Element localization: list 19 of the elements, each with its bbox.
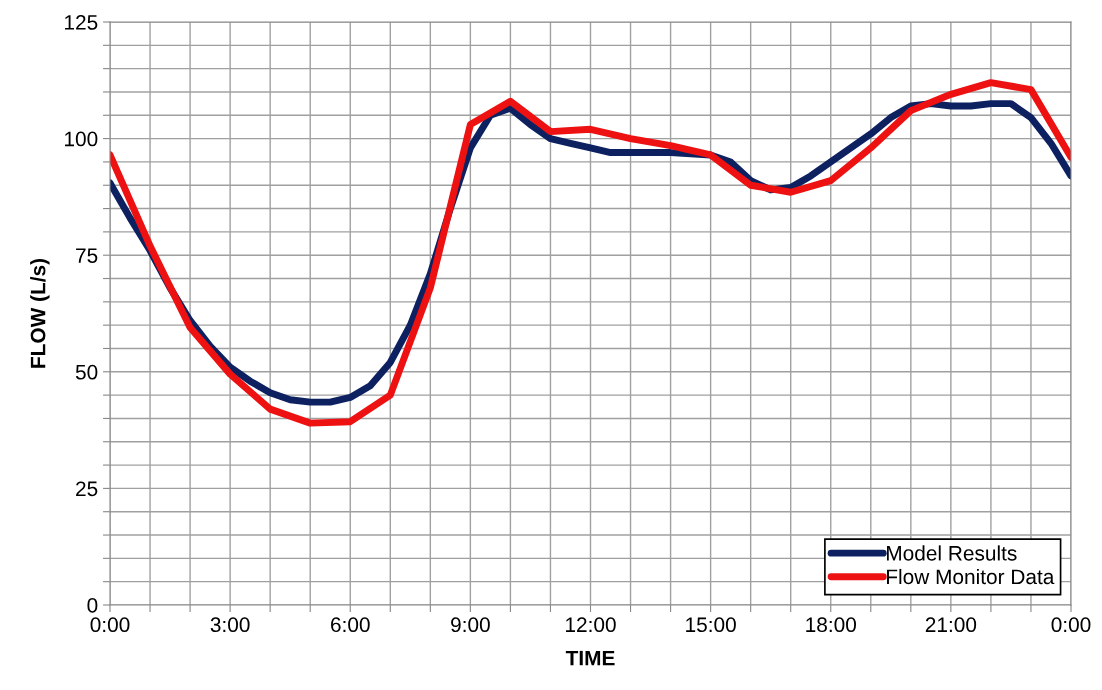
x-tick-label: 0:00 (90, 617, 130, 633)
x-tick-label: 12:00 (566, 617, 616, 633)
x-tick-label: 0:00 (1051, 617, 1091, 633)
y-tick-label: 50 (75, 364, 98, 380)
legend-label: Flow Monitor Data (887, 568, 1055, 585)
y-tick-label: 75 (76, 248, 98, 263)
y-tick-label: 100 (65, 131, 98, 147)
y-tick-label: 25 (76, 481, 98, 497)
y-axis-title: FLOW (L/s) (30, 258, 50, 368)
x-tick-label: 9:00 (451, 617, 490, 633)
x-tick-label: 18:00 (806, 617, 856, 633)
x-tick-label: 21:00 (925, 617, 977, 633)
y-tick-label: 0 (87, 598, 98, 613)
y-tick-label: 125 (65, 15, 98, 30)
x-tick-label: 3:00 (210, 617, 250, 633)
x-axis-title: TIME (565, 650, 615, 666)
x-tick-label: 6:00 (331, 617, 370, 633)
legend-label: Model Results (887, 545, 1017, 561)
x-tick-label: 15:00 (686, 617, 736, 633)
